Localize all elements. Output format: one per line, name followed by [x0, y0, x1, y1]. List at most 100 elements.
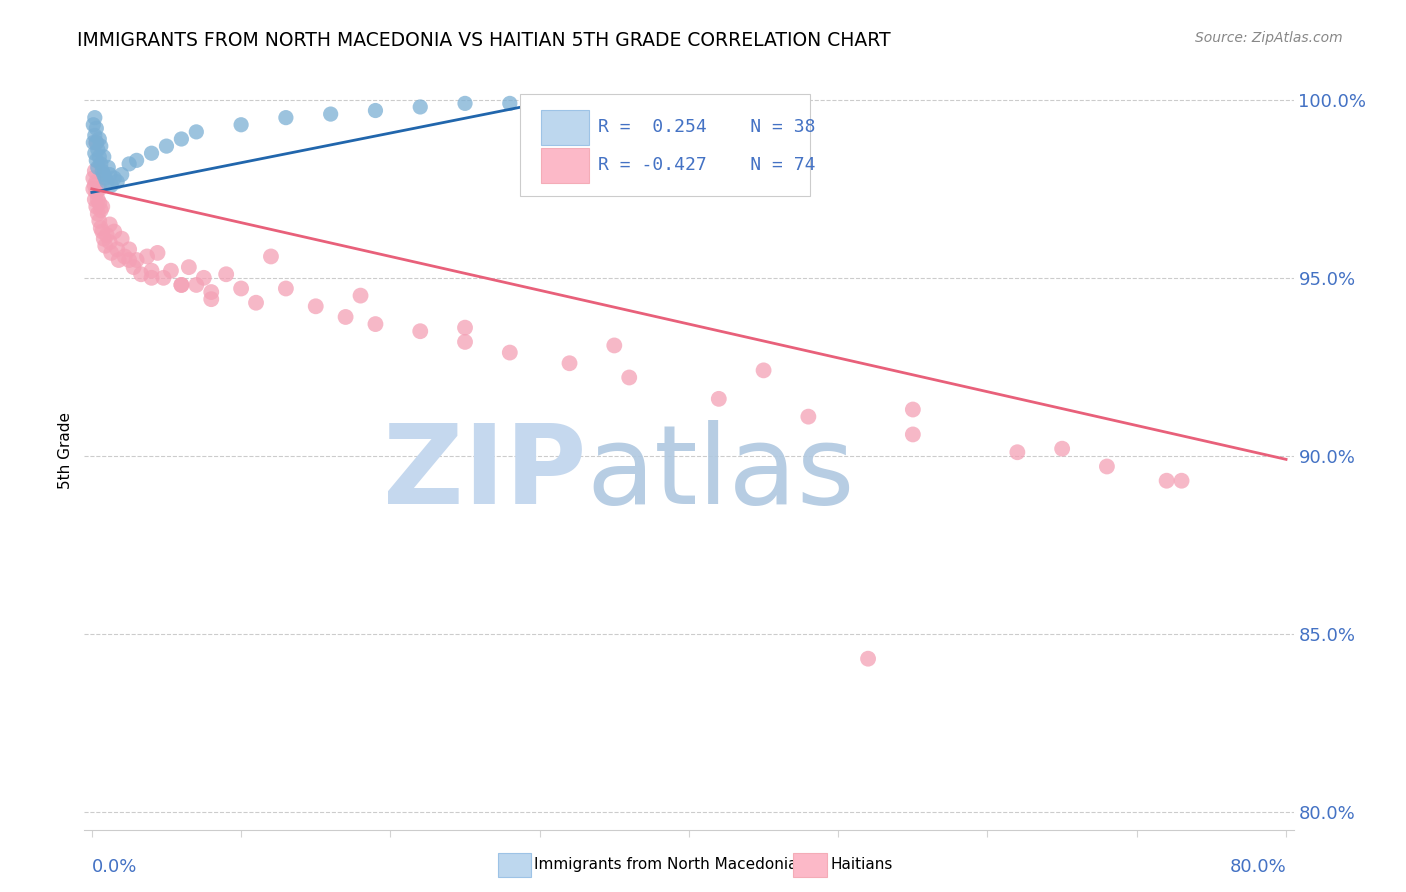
Point [797, 409, 820, 424]
FancyBboxPatch shape [541, 110, 589, 145]
Point [84, 200, 107, 214]
Point [1095, 459, 1118, 474]
Point [91, 164, 114, 178]
Point [107, 253, 129, 268]
Point [454, 334, 477, 349]
Point [170, 132, 193, 146]
Point [707, 392, 730, 406]
Point [1170, 474, 1192, 488]
Point [274, 111, 297, 125]
Point [752, 363, 775, 377]
Point [94, 171, 117, 186]
Point [200, 292, 222, 306]
Point [84, 136, 107, 150]
Point [125, 153, 148, 168]
Point [186, 277, 208, 292]
Point [349, 288, 371, 302]
Point [193, 270, 215, 285]
Point [89, 214, 111, 228]
Point [454, 96, 477, 111]
Point [105, 175, 128, 189]
Point [83, 164, 105, 178]
Point [177, 260, 200, 274]
Point [200, 285, 222, 299]
Point [305, 299, 328, 313]
Point [901, 402, 924, 417]
Point [229, 118, 252, 132]
Text: R = -0.427    N = 74: R = -0.427 N = 74 [599, 155, 815, 174]
Point [274, 281, 297, 295]
Point [856, 651, 879, 665]
Point [245, 295, 267, 310]
Point [499, 96, 522, 111]
Point [84, 153, 107, 168]
Point [93, 168, 115, 182]
Point [93, 232, 115, 246]
Point [105, 243, 128, 257]
Point [125, 253, 148, 268]
Point [90, 203, 112, 218]
Point [603, 338, 626, 352]
Point [89, 182, 111, 196]
Point [84, 175, 107, 189]
Point [229, 281, 252, 295]
Point [103, 225, 125, 239]
Point [114, 250, 136, 264]
Point [1156, 474, 1178, 488]
Point [319, 107, 342, 121]
Point [152, 270, 174, 285]
Point [96, 228, 118, 243]
Point [93, 150, 115, 164]
Point [186, 125, 208, 139]
Point [89, 150, 111, 164]
Text: IMMIGRANTS FROM NORTH MACEDONIA VS HAITIAN 5TH GRADE CORRELATION CHART: IMMIGRANTS FROM NORTH MACEDONIA VS HAITI… [77, 31, 891, 50]
Point [118, 157, 141, 171]
Point [83, 193, 105, 207]
Point [335, 310, 357, 324]
Text: Haitians: Haitians [831, 857, 893, 871]
Point [619, 370, 641, 384]
Point [260, 250, 283, 264]
Point [91, 200, 114, 214]
Point [901, 427, 924, 442]
Text: atlas: atlas [586, 420, 855, 526]
Point [122, 260, 145, 274]
Text: Immigrants from North Macedonia: Immigrants from North Macedonia [534, 857, 797, 871]
Point [82, 182, 104, 196]
Point [111, 232, 134, 246]
Point [100, 178, 122, 193]
Point [89, 132, 111, 146]
Point [364, 103, 387, 118]
Point [83, 128, 105, 143]
Point [1050, 442, 1073, 456]
Point [364, 317, 387, 331]
Point [118, 243, 141, 257]
Point [100, 246, 122, 260]
Text: 0.0%: 0.0% [91, 858, 138, 876]
Point [83, 146, 105, 161]
FancyBboxPatch shape [541, 148, 589, 183]
Point [82, 136, 104, 150]
Point [91, 225, 114, 239]
Point [1007, 445, 1029, 459]
Point [215, 267, 238, 281]
Point [98, 168, 121, 182]
Point [141, 270, 163, 285]
Point [146, 246, 169, 260]
Point [160, 263, 183, 277]
Point [96, 175, 118, 189]
Point [129, 267, 152, 281]
Point [82, 171, 104, 186]
Point [90, 221, 112, 235]
Point [98, 218, 121, 232]
Point [155, 139, 177, 153]
Point [84, 186, 107, 200]
Point [118, 253, 141, 268]
Point [94, 239, 117, 253]
Point [170, 277, 193, 292]
Point [409, 324, 432, 338]
Point [87, 143, 110, 157]
Point [141, 263, 163, 277]
Point [454, 320, 477, 334]
Point [89, 196, 111, 211]
